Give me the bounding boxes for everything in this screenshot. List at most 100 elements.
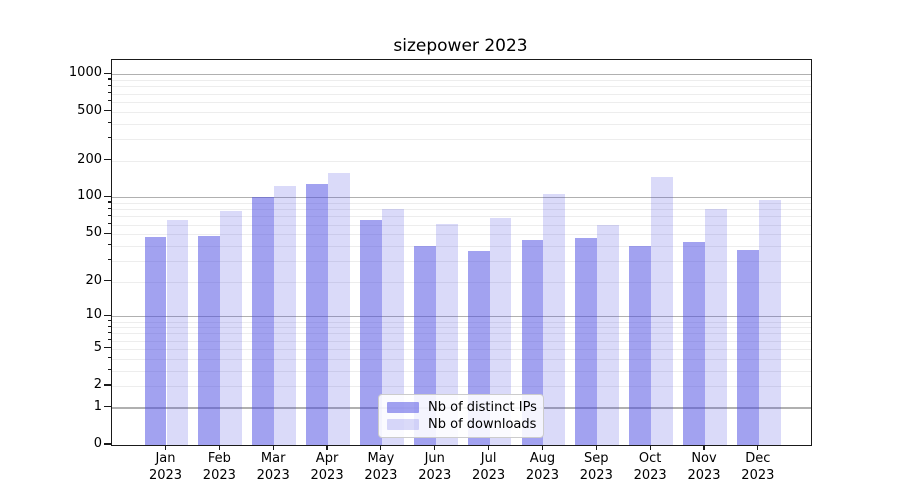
- y-tick-minor: [107, 78, 111, 80]
- x-tick: [649, 445, 651, 450]
- y-tick-label: 10: [85, 307, 102, 323]
- x-tick-label-month: Jan: [155, 451, 176, 466]
- x-tick: [541, 445, 544, 450]
- y-tick: [104, 406, 111, 408]
- y-tick-minor: [107, 158, 111, 161]
- bar-downloads: [758, 200, 781, 445]
- x-tick-label: Nov 2023: [672, 451, 736, 484]
- bar-distinct-ips: [198, 236, 221, 445]
- y-tick-label: 500: [77, 102, 102, 118]
- gridline-minor: [112, 111, 811, 113]
- gridline-minor: [112, 93, 811, 95]
- gridline-major: [112, 196, 811, 199]
- bar-distinct-ips: [252, 197, 275, 445]
- legend-swatch-distinct-ips: [387, 402, 419, 413]
- gridline-minor: [112, 138, 811, 140]
- gridline-minor: [112, 209, 811, 211]
- x-tick-label-year: 2023: [364, 467, 398, 483]
- x-tick-label: May 2023: [349, 451, 413, 484]
- gridline-minor: [112, 80, 811, 82]
- gridline-minor: [112, 370, 811, 372]
- bar-downloads: [381, 209, 404, 445]
- y-tick-minor: [107, 214, 111, 216]
- y-tick-label: 1: [93, 398, 102, 414]
- x-tick-label-year: 2023: [525, 467, 559, 483]
- x-tick: [757, 445, 759, 450]
- bar-downloads: [435, 223, 458, 445]
- gridline-minor: [112, 340, 811, 342]
- x-tick-label: Mar 2023: [241, 451, 305, 484]
- y-tick-label: 5: [93, 339, 102, 355]
- x-tick-label: Oct 2023: [618, 451, 682, 484]
- bar-distinct-ips: [683, 242, 705, 445]
- gridline-minor: [112, 123, 811, 125]
- x-tick-label: Aug 2023: [510, 451, 574, 484]
- y-tick-label: 50: [85, 225, 102, 241]
- x-tick-label: Dec 2023: [726, 451, 790, 484]
- gridline-minor: [112, 101, 811, 103]
- y-tick: [104, 443, 111, 445]
- x-tick-label-month: Jun: [424, 451, 445, 466]
- x-tick: [164, 445, 167, 450]
- x-tick-label-year: 2023: [148, 467, 183, 483]
- bar-downloads: [705, 209, 727, 445]
- gridline-minor: [112, 203, 811, 205]
- x-tick-label-year: 2023: [579, 467, 613, 483]
- bar-distinct-ips: [575, 238, 598, 445]
- x-tick: [488, 445, 490, 450]
- y-tick-label: 2: [93, 377, 102, 393]
- x-tick: [326, 445, 328, 450]
- legend-row: Nb of distinct IPs: [379, 399, 543, 416]
- x-tick-label-month: Sep: [584, 451, 609, 466]
- x-tick-label-year: 2023: [418, 467, 452, 483]
- bar-downloads: [166, 220, 189, 445]
- y-tick-minor: [107, 109, 111, 112]
- plot-area: Nb of distinct IPs Nb of downloads: [111, 59, 812, 446]
- gridline-minor: [112, 160, 811, 162]
- gridline-minor: [112, 86, 811, 88]
- bar-distinct-ips: [360, 220, 382, 445]
- y-tick-minor: [107, 347, 111, 349]
- x-tick-label-month: Aug: [529, 451, 556, 466]
- x-tick-label-month: May: [367, 451, 395, 466]
- x-tick-label-year: 2023: [633, 467, 667, 483]
- x-tick-label-year: 2023: [310, 467, 344, 483]
- legend-swatch-downloads: [387, 419, 419, 430]
- y-tick-minor: [107, 384, 111, 386]
- x-tick-label: Jul 2023: [457, 451, 521, 484]
- x-tick: [272, 445, 274, 450]
- y-tick: [104, 195, 111, 198]
- legend-label: Nb of distinct IPs: [428, 400, 537, 415]
- x-tick-label-month: Nov: [691, 451, 717, 466]
- gridline-minor: [112, 386, 811, 388]
- gridline-minor: [112, 216, 811, 218]
- bar-downloads: [597, 224, 620, 445]
- x-tick-label-month: Feb: [207, 451, 231, 466]
- bar-distinct-ips: [736, 249, 759, 445]
- gridline-major: [112, 73, 811, 76]
- y-tick-minor: [107, 201, 111, 203]
- gridline-minor: [112, 281, 811, 283]
- x-tick-label-year: 2023: [256, 467, 290, 483]
- y-tick-minor: [107, 137, 111, 139]
- y-tick-minor: [107, 121, 111, 124]
- x-tick-label-month: Apr: [315, 451, 339, 466]
- y-tick-minor: [107, 259, 111, 261]
- x-tick: [380, 445, 382, 450]
- x-tick-label: Jan 2023: [134, 451, 198, 484]
- gridline-minor: [112, 327, 811, 329]
- gridline-minor: [112, 348, 811, 350]
- y-tick-minor: [107, 222, 111, 225]
- y-tick: [104, 72, 111, 75]
- y-tick-minor: [107, 244, 111, 246]
- y-tick-minor: [107, 207, 111, 209]
- x-tick-label-year: 2023: [741, 467, 775, 483]
- x-tick-label-month: Dec: [745, 451, 771, 466]
- y-tick-minor: [107, 369, 111, 371]
- x-tick: [595, 445, 597, 450]
- bar-downloads: [328, 172, 350, 445]
- y-tick-label: 100: [77, 188, 102, 204]
- bar-downloads: [274, 186, 297, 445]
- y-tick-minor: [107, 232, 111, 234]
- y-tick-minor: [107, 91, 111, 94]
